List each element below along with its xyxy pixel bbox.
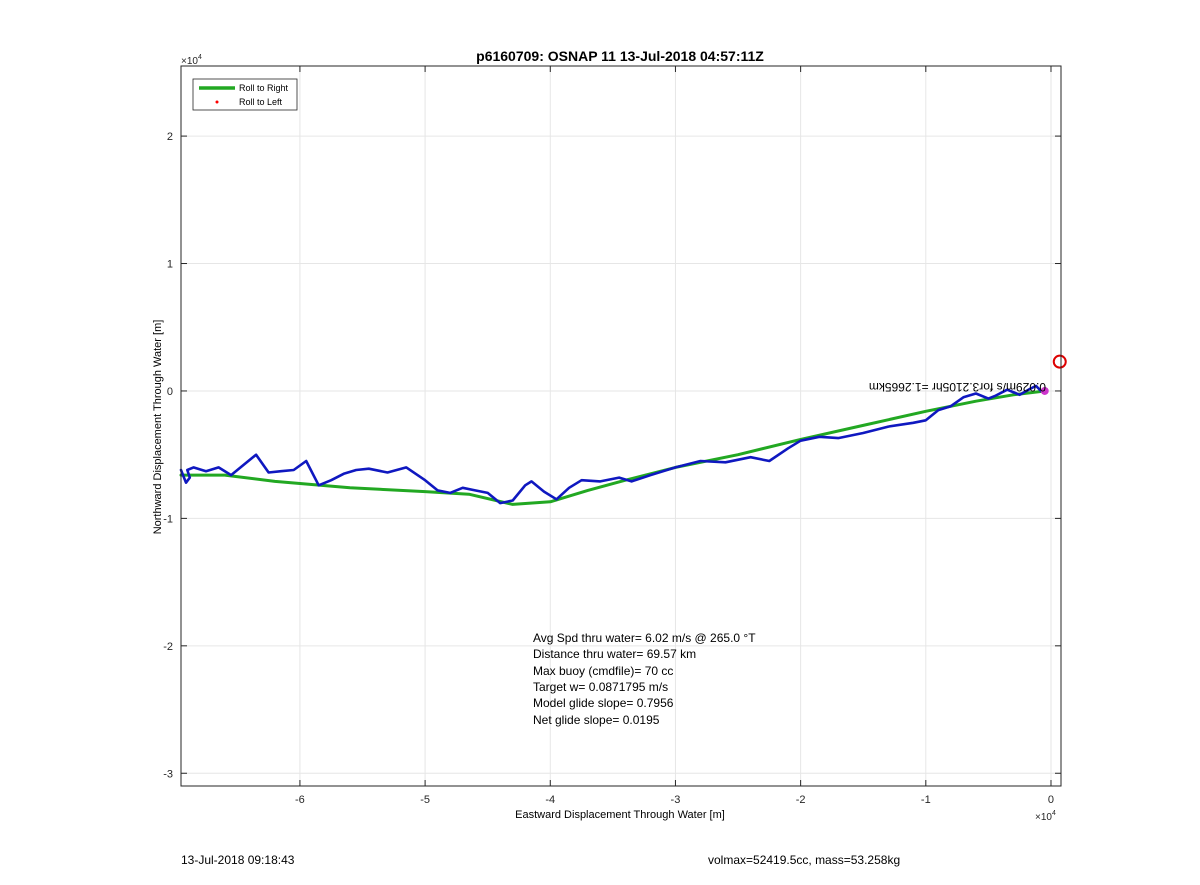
svg-text:×104: ×104 [181,54,202,67]
x-tick-label: -6 [295,794,305,806]
stat-line: Model glide slope= 0.7956 [533,696,674,710]
stat-line: Target w= 0.0871795 m/s [533,680,668,694]
x-tick-label: 0 [1048,794,1054,806]
series-line-roll-to-right [179,389,1047,506]
stat-line: Net glide slope= 0.0195 [533,713,660,727]
y-tick-label: -1 [163,513,173,525]
y-axis-label: Northward Displacement Through Water [m] [152,320,164,535]
y-exponent-power: 4 [198,54,202,61]
series-layer [179,384,1047,506]
x-tick-label: -2 [796,794,806,806]
x-exponent-power: 4 [1052,810,1056,817]
x-exponent-base: ×10 [1035,812,1052,823]
x-tick-label: -5 [420,794,430,806]
legend-label-roll-right: Roll to Right [239,83,289,93]
end-circle-marker [1052,354,1067,369]
x-tick-label: -4 [545,794,555,806]
y-exponent-base: ×10 [181,56,198,67]
axis-ticks: -6 -5 -4 -3 -2 -1 0 -3 -2 -1 0 1 2 [163,66,1061,806]
footer-timestamp: 13-Jul-2018 09:18:43 [181,853,295,867]
svg-text:×104: ×104 [1035,810,1056,823]
stat-line: Avg Spd thru water= 6.02 m/s @ 265.0 °T [533,631,756,645]
y-tick-label: -2 [163,641,173,653]
legend-label-roll-left: Roll to Left [239,97,283,107]
flipped-annotation: 0.029m/s for3.2105hr =1.2665km [869,380,1046,394]
y-tick-label: -3 [163,768,173,780]
x-axis-exponent: ×104 [1035,810,1056,823]
stats-annotation: Avg Spd thru water= 6.02 m/s @ 265.0 °T … [533,631,756,727]
x-tick-label: -1 [921,794,931,806]
legend: Roll to Right Roll to Left [192,78,298,111]
footer-mass-info: volmax=52419.5cc, mass=53.258kg [708,853,901,867]
y-tick-label: 2 [167,131,173,143]
legend-box [192,78,298,111]
start-point-marker [1040,386,1049,395]
y-axis-exponent: ×104 [181,54,202,67]
x-axis-label: Eastward Displacement Through Water [m] [515,809,725,821]
stat-line: Distance thru water= 69.57 km [533,647,696,661]
chart-title: p6160709: OSNAP 11 13-Jul-2018 04:57:11Z [476,48,764,64]
series-line-track [179,384,1043,505]
plot-area-frame [180,65,1062,787]
y-tick-label: 0 [167,386,173,398]
legend-dot-roll-left [215,100,219,104]
grid-lines [181,66,1061,786]
stat-line: Max buoy (cmdfile)= 70 cc [533,664,673,678]
y-tick-label: 1 [167,259,173,271]
marker-layer [1040,354,1067,395]
x-tick-label: -3 [671,794,681,806]
